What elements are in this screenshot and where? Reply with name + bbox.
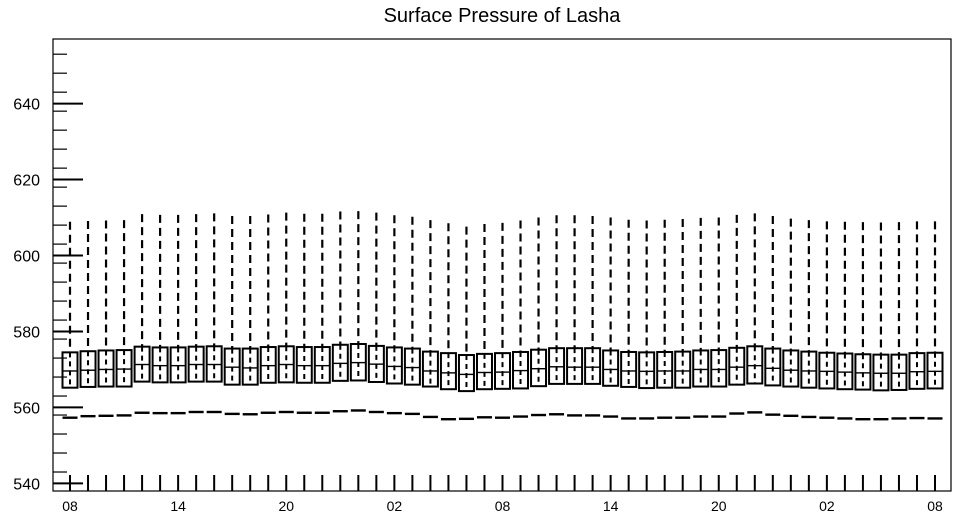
box-plot [475, 223, 493, 419]
box-plot [548, 215, 566, 416]
box-plot [421, 220, 439, 419]
box-plot [223, 216, 241, 416]
y-tick-label: 600 [13, 249, 40, 266]
box-plot [818, 221, 836, 419]
y-axis: 540 560 580 600 620 640 [13, 53, 83, 493]
x-tick-label: 14 [603, 498, 619, 514]
box-plot [566, 215, 584, 417]
y-tick-label: 620 [13, 173, 40, 190]
box-plot [331, 211, 349, 413]
box-plot [710, 217, 728, 418]
x-tick-label: 20 [711, 498, 727, 514]
box-plot [439, 223, 457, 421]
box-plot [872, 222, 890, 421]
box-plot [79, 220, 97, 418]
box-plot [908, 221, 926, 420]
box-plot [349, 211, 367, 412]
x-tick-label: 20 [278, 498, 294, 514]
y-tick-label: 560 [13, 400, 40, 417]
box-plot [169, 214, 187, 415]
box-plot [367, 212, 385, 414]
box-plot [494, 222, 511, 419]
box-plot [530, 217, 548, 417]
box-plot [512, 220, 530, 418]
x-axis: 08 14 20 02 08 14 20 02 08 [62, 475, 943, 514]
box-plot [385, 215, 403, 415]
y-tick-label: 580 [13, 324, 40, 341]
box-plot [187, 214, 205, 414]
box-plot [295, 213, 313, 414]
x-tick-label: 08 [927, 498, 943, 514]
box-plot [764, 216, 782, 416]
x-tick-label: 14 [170, 498, 186, 514]
box-plot [638, 220, 656, 420]
box-plot [602, 217, 620, 418]
box-plot [403, 216, 421, 416]
box-series [61, 211, 944, 421]
box-plot [61, 221, 79, 419]
box-plot [97, 220, 115, 417]
x-tick-label: 02 [819, 498, 835, 514]
box-plot [926, 221, 944, 420]
chart-title: Surface Pressure of Lasha [384, 5, 622, 27]
box-plot [674, 219, 692, 419]
box-plot [313, 213, 331, 414]
box-plot [890, 222, 908, 420]
box-plot [277, 212, 295, 414]
box-plot [115, 220, 133, 417]
x-tick-label: 08 [62, 498, 78, 514]
box-plot [728, 214, 746, 415]
x-tick-label: 08 [495, 498, 511, 514]
box-plot [584, 216, 602, 417]
x-tick-label: 02 [387, 498, 403, 514]
box-plot [457, 226, 475, 421]
box-plot [259, 214, 277, 414]
box-plot [800, 220, 818, 419]
box-plot [782, 218, 800, 417]
box-plot [205, 213, 223, 414]
box-plot [836, 221, 854, 420]
box-plot [620, 219, 638, 420]
box-plot [692, 217, 710, 418]
box-plot [241, 216, 259, 416]
box-plot [746, 213, 764, 414]
box-plot [133, 214, 151, 414]
box-plot [151, 214, 169, 415]
box-plot [854, 222, 872, 421]
box-plot [656, 219, 674, 419]
y-tick-label: 640 [13, 97, 40, 114]
y-tick-label: 540 [13, 476, 40, 493]
